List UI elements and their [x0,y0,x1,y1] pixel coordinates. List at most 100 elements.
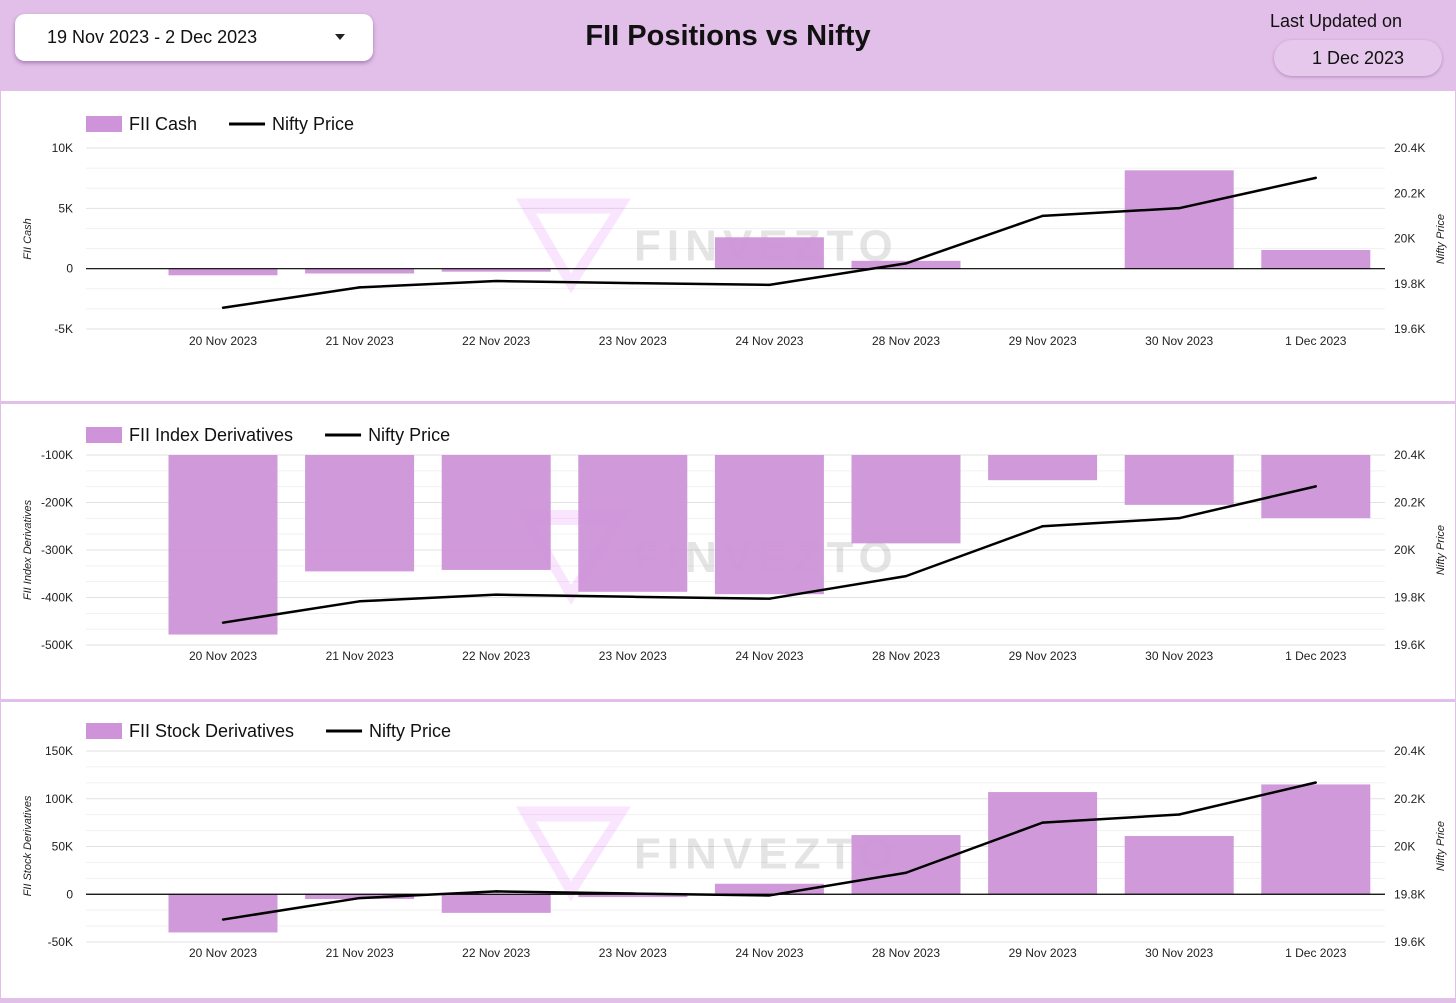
y-tick-label: 5K [58,201,73,215]
x-tick-label: 22 Nov 2023 [462,946,530,960]
bar [1261,249,1371,269]
bar [168,455,278,635]
line-point [1314,485,1318,488]
bar [441,268,551,272]
x-tick-label: 24 Nov 2023 [735,946,803,960]
y2-tick-label: 20K [1394,232,1415,246]
legend-swatch-bar [86,723,122,739]
legend-label-line: Nifty Price [368,425,450,445]
line-point [358,600,361,603]
bar [851,455,961,544]
watermark-logo [516,198,631,294]
y-tick-label: -400K [41,591,73,605]
nifty-price-points [221,176,1318,309]
y2-tick-label: 19.6K [1394,638,1425,652]
y2-tick-label: 20K [1394,840,1415,854]
bar [305,894,415,900]
fii-stock-derivatives-chart-panel: 150K 100K 50K 0 -50K 20.4K 20.2K 20K 19.8K 19.6K F… [1,702,1455,998]
fii-index-derivatives-chart: -100K -200K -300K -400K -500K 20.4K 20.2K 20K 19… [22,425,1447,663]
y2-tick-label: 19.8K [1394,277,1425,291]
y-tick-label: 0 [66,262,73,276]
line-point [1178,813,1181,816]
x-tick-label: 23 Nov 2023 [599,946,667,960]
fii-cash-chart-panel: 10K 5K 0 -5K 20.4K 20.2K 20K 19.8K 19.6K FII Cash… [1,91,1455,401]
line-point [768,283,771,287]
line-point [1314,176,1318,180]
line-point [221,306,225,309]
date-range-value: 19 Nov 2023 - 2 Dec 2023 [47,27,258,47]
watermark-logo [516,806,631,902]
x-tick-label: 20 Nov 2023 [189,334,257,348]
bar [305,268,415,274]
x-tick-label: 29 Nov 2023 [1009,649,1077,663]
line-point [904,574,908,578]
y2-tick-label: 20.2K [1394,496,1425,510]
watermark-mark [516,806,631,902]
legend-label-bar: FII Stock Derivatives [129,721,294,741]
bar [441,455,551,570]
y-tick-label: 50K [52,840,73,854]
legend-label-bar: FII Cash [129,114,197,134]
line-point [495,593,498,596]
x-tick-label: 23 Nov 2023 [599,334,667,348]
date-range-dropdown[interactable]: 19 Nov 2023 - 2 Dec 2023 [15,14,373,61]
y-tick-label: -50K [48,935,73,949]
legend-label-line: Nifty Price [369,721,451,741]
bar [168,268,278,276]
x-tick-label: 22 Nov 2023 [462,649,530,663]
x-tick-label: 24 Nov 2023 [735,334,803,348]
x-tick-label: 20 Nov 2023 [189,649,257,663]
bar-series [168,784,1371,933]
fii-cash-chart: 10K 5K 0 -5K 20.4K 20.2K 20K 19.8K 19.6K FII Cash… [22,114,1447,348]
x-tick-label: 28 Nov 2023 [872,334,940,348]
bar-series [168,455,1371,635]
fii-index-derivatives-chart-panel: -100K -200K -300K -400K -500K 20.4K 20.2K 20K 19… [1,404,1455,699]
y-tick-label: -500K [41,638,73,652]
y-tick-label: -300K [41,543,73,557]
line-point [631,595,634,598]
y2-tick-label: 20.4K [1394,448,1425,462]
y-tick-label: 0 [66,887,73,901]
x-tick-label: 29 Nov 2023 [1009,946,1077,960]
y-axis-title: FII Index Derivatives [22,499,34,600]
line-point [1178,206,1181,210]
x-tick-label: 1 Dec 2023 [1285,649,1347,663]
legend: FII Cash Nifty Price [86,114,354,134]
bar-series [168,170,1371,276]
line-point [495,279,498,283]
line-point [1041,821,1044,824]
bar [441,894,551,913]
chevron-down-icon[interactable] [335,34,345,40]
header-bar: 19 Nov 2023 - 2 Dec 2023 FII Positions v… [0,0,1456,90]
y-tick-label: 100K [45,792,73,806]
line-point [904,262,908,265]
nifty-price-points [221,485,1318,624]
y-tick-label: 10K [52,141,73,155]
x-tick-label: 30 Nov 2023 [1145,649,1213,663]
y-axis-title: FII Cash [22,218,34,260]
x-tick-label: 28 Nov 2023 [872,649,940,663]
line-point [1041,525,1044,528]
bar [851,260,961,269]
bar [988,455,1098,481]
x-tick-label: 22 Nov 2023 [462,334,530,348]
bar [305,455,415,572]
bar [1261,784,1371,895]
x-tick-label: 21 Nov 2023 [326,649,394,663]
last-updated-value: 1 Dec 2023 [1274,40,1442,76]
last-updated-label: Last Updated on [1269,11,1403,31]
watermark-text: FINVEZTO [634,830,899,879]
x-tick-label: 30 Nov 2023 [1145,946,1213,960]
y2-axis-title: Nifty Price [1435,525,1447,575]
line-point [768,894,771,897]
page-title: FII Positions vs Nifty [585,20,871,52]
bar [714,455,824,595]
x-tick-label: 24 Nov 2023 [735,649,803,663]
x-tick-label: 1 Dec 2023 [1285,946,1347,960]
bar [1124,835,1234,895]
bar [1124,170,1234,269]
legend-label-bar: FII Index Derivatives [129,425,293,445]
bar [1124,455,1234,505]
x-tick-label: 20 Nov 2023 [189,946,257,960]
legend: FII Stock Derivatives Nifty Price [86,721,451,741]
